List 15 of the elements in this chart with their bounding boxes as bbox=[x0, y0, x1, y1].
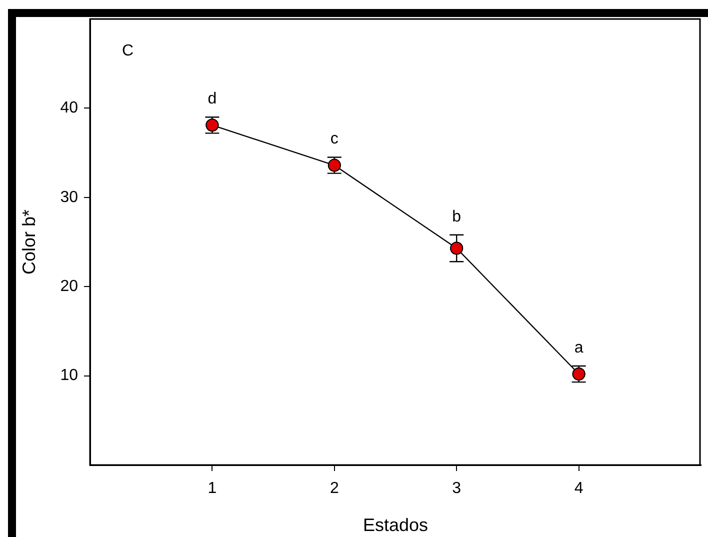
y-tick-label: 20 bbox=[60, 278, 78, 296]
x-tick-label: 1 bbox=[208, 480, 217, 498]
x-tick-label: 2 bbox=[330, 480, 339, 498]
annotation: a bbox=[574, 339, 584, 356]
y-axis-title: Color b* bbox=[18, 209, 39, 275]
y-tick-label: 10 bbox=[60, 367, 78, 384]
annotation: c bbox=[330, 130, 338, 148]
x-axis-title: Estados bbox=[362, 515, 428, 536]
x-tick-label: 3 bbox=[452, 480, 462, 498]
annotation: b bbox=[452, 208, 462, 226]
y-tick-label: 30 bbox=[60, 188, 78, 206]
annotation: d bbox=[208, 90, 217, 108]
x-tick-label: 4 bbox=[574, 480, 584, 498]
y-tick-label: 40 bbox=[60, 100, 78, 117]
annotation: C bbox=[122, 42, 134, 60]
